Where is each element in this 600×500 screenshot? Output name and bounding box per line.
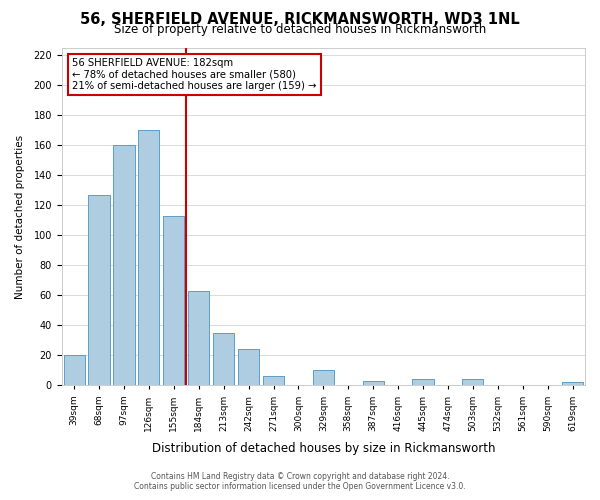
Bar: [88, 194, 110, 386]
Bar: [213, 333, 234, 386]
Text: Size of property relative to detached houses in Rickmansworth: Size of property relative to detached ho…: [114, 22, 486, 36]
Text: 56, SHERFIELD AVENUE, RICKMANSWORTH, WD3 1NL: 56, SHERFIELD AVENUE, RICKMANSWORTH, WD3…: [80, 12, 520, 28]
Bar: [139, 130, 160, 386]
Bar: [362, 381, 384, 386]
Bar: [163, 216, 184, 386]
Bar: [64, 356, 85, 386]
Bar: [562, 382, 583, 386]
Bar: [412, 380, 434, 386]
Bar: [313, 370, 334, 386]
Text: Contains HM Land Registry data © Crown copyright and database right 2024.
Contai: Contains HM Land Registry data © Crown c…: [134, 472, 466, 491]
Bar: [113, 145, 134, 386]
Bar: [188, 291, 209, 386]
X-axis label: Distribution of detached houses by size in Rickmansworth: Distribution of detached houses by size …: [152, 442, 495, 455]
Bar: [462, 380, 484, 386]
Text: 56 SHERFIELD AVENUE: 182sqm
← 78% of detached houses are smaller (580)
21% of se: 56 SHERFIELD AVENUE: 182sqm ← 78% of det…: [72, 58, 317, 91]
Y-axis label: Number of detached properties: Number of detached properties: [15, 134, 25, 298]
Bar: [263, 376, 284, 386]
Bar: [238, 350, 259, 386]
